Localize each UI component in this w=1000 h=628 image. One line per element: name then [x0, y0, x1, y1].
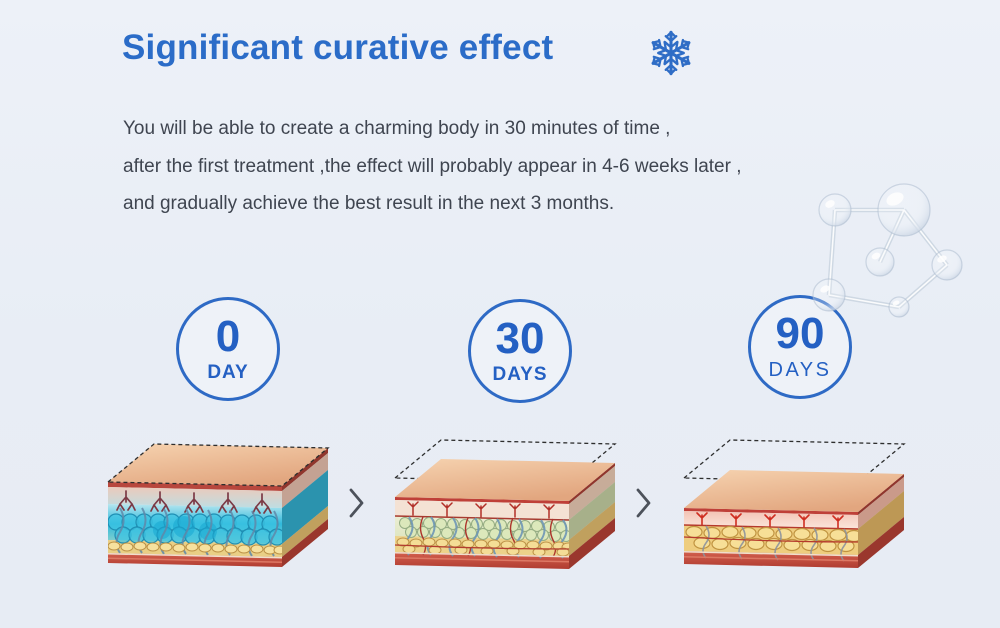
stage-badge-day-90: 90 DAYS	[748, 295, 852, 399]
skin-diagram-day-0	[106, 443, 330, 567]
intro-text: You will be able to create a charming bo…	[123, 110, 742, 223]
stage-value: 30	[495, 313, 545, 363]
chevron-right-icon	[636, 488, 651, 518]
stage-value: 0	[215, 311, 241, 361]
page-title: Significant curative effect	[122, 28, 554, 67]
stage-badge-day-30: 30 DAYS	[468, 299, 572, 403]
skin-diagram-day-90	[682, 439, 906, 568]
chevron-right-icon	[349, 488, 364, 518]
intro-line-2: after the first treatment ,the effect wi…	[123, 155, 742, 177]
intro-line-1: You will be able to create a charming bo…	[123, 118, 671, 139]
skin-diagram-day-30	[393, 439, 617, 569]
stage-unit: DAY	[207, 361, 249, 383]
intro-line-3: and gradually achieve the best result in…	[123, 193, 615, 214]
stage-unit: DAYS	[768, 359, 832, 381]
stage-badge-day-0: 0 DAY	[176, 297, 280, 401]
stage-value: 90	[775, 309, 825, 358]
stage-unit: DAYS	[492, 363, 548, 385]
snowflake-icon	[648, 30, 694, 76]
glass-molecule-graphic	[812, 183, 963, 318]
